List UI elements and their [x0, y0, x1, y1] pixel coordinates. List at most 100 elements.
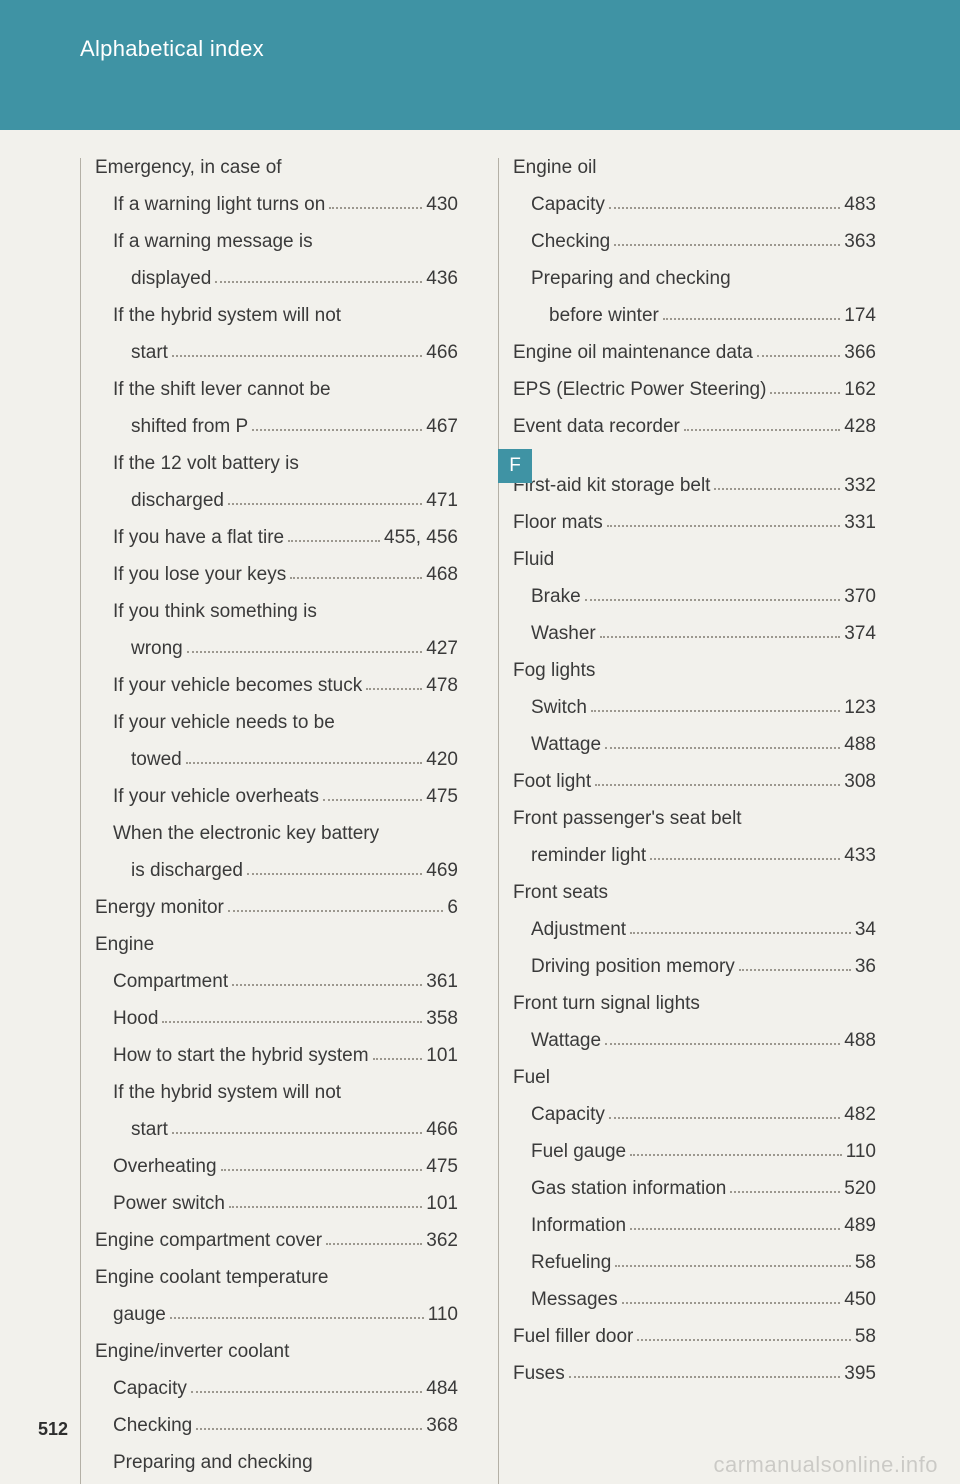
index-entry-page: 363 — [844, 232, 876, 251]
leader-dots — [221, 1169, 423, 1171]
index-entry-label: Floor mats — [513, 513, 603, 532]
index-entry[interactable]: start466 — [95, 1120, 458, 1157]
index-entry[interactable]: Refueling58 — [513, 1253, 876, 1290]
leader-dots — [366, 688, 422, 690]
index-entry-label: Event data recorder — [513, 417, 680, 436]
index-entry[interactable]: Fluid — [513, 550, 876, 587]
index-entry-label: start — [131, 343, 168, 362]
index-entry[interactable]: If the hybrid system will not — [95, 1083, 458, 1120]
index-entry-page: 308 — [844, 772, 876, 791]
index-entry[interactable]: Adjustment34 — [513, 920, 876, 957]
index-entry[interactable]: How to start the hybrid system101 — [95, 1046, 458, 1083]
index-entry[interactable]: If a warning light turns on430 — [95, 195, 458, 232]
index-entry[interactable]: discharged 471 — [95, 491, 458, 528]
index-entry[interactable]: If your vehicle becomes stuck478 — [95, 676, 458, 713]
index-entry[interactable]: towed420 — [95, 750, 458, 787]
index-entry[interactable]: If your vehicle needs to be — [95, 713, 458, 750]
index-entry[interactable]: Front seats — [513, 883, 876, 920]
index-entry-label: Information — [531, 1216, 626, 1235]
index-entry-label: Compartment — [113, 972, 228, 991]
index-entry[interactable]: Event data recorder428 — [513, 417, 876, 454]
index-entry[interactable]: If the shift lever cannot be — [95, 380, 458, 417]
index-entry-label: Checking — [113, 1416, 192, 1435]
index-entry-label: Engine compartment cover — [95, 1231, 322, 1250]
leader-dots — [739, 969, 851, 971]
index-entry[interactable]: Front passenger's seat belt — [513, 809, 876, 846]
index-entry-page: 488 — [844, 1031, 876, 1050]
index-entry[interactable]: Driving position memory36 — [513, 957, 876, 994]
index-entry-page: 368 — [426, 1416, 458, 1435]
index-entry[interactable]: Hood358 — [95, 1009, 458, 1046]
index-entry[interactable]: Overheating475 — [95, 1157, 458, 1194]
index-entry[interactable]: If the 12 volt battery is — [95, 454, 458, 491]
index-entry[interactable]: Preparing and checking — [95, 1453, 458, 1484]
index-entry[interactable]: displayed436 — [95, 269, 458, 306]
index-entry[interactable]: gauge110 — [95, 1305, 458, 1342]
index-entry-page: 358 — [426, 1009, 458, 1028]
index-entry[interactable]: reminder light433 — [513, 846, 876, 883]
index-entry[interactable]: Fuel filler door58 — [513, 1327, 876, 1364]
index-entry[interactable]: Engine oil maintenance data366 — [513, 343, 876, 380]
index-entry[interactable]: Engine coolant temperature — [95, 1268, 458, 1305]
index-entry-page: 374 — [844, 624, 876, 643]
index-entry[interactable]: EPS (Electric Power Steering)162 — [513, 380, 876, 417]
index-entry[interactable]: Brake370 — [513, 587, 876, 624]
index-entry-label: How to start the hybrid system — [113, 1046, 369, 1065]
index-entry-label: Capacity — [531, 195, 605, 214]
index-entry[interactable]: Engine — [95, 935, 458, 972]
section-spacer — [513, 454, 876, 476]
index-entry[interactable]: Compartment361 — [95, 972, 458, 1009]
index-entry[interactable]: Capacity482 — [513, 1105, 876, 1142]
leader-dots — [630, 932, 851, 934]
index-entry[interactable]: Fog lights — [513, 661, 876, 698]
index-entry[interactable]: If your vehicle overheats475 — [95, 787, 458, 824]
index-entry[interactable]: Checking 368 — [95, 1416, 458, 1453]
index-entry[interactable]: Switch123 — [513, 698, 876, 735]
index-entry[interactable]: Power switch101 — [95, 1194, 458, 1231]
index-entry[interactable]: If you have a flat tire455, 456 — [95, 528, 458, 565]
index-entry[interactable]: Capacity483 — [513, 195, 876, 232]
index-entry[interactable]: start466 — [95, 343, 458, 380]
index-entry[interactable]: First-aid kit storage belt332 — [513, 476, 876, 513]
index-entry[interactable]: Energy monitor6 — [95, 898, 458, 935]
index-entry[interactable]: Engine/inverter coolant — [95, 1342, 458, 1379]
index-entry[interactable]: before winter174 — [513, 306, 876, 343]
index-entry[interactable]: shifted from P467 — [95, 417, 458, 454]
leader-dots — [290, 577, 422, 579]
index-entry[interactable]: If the hybrid system will not — [95, 306, 458, 343]
index-entry[interactable]: Washer 374 — [513, 624, 876, 661]
index-entry[interactable]: Fuel gauge110 — [513, 1142, 876, 1179]
index-entry[interactable]: Wattage488 — [513, 735, 876, 772]
index-entry-page: 174 — [844, 306, 876, 325]
index-entry[interactable]: Checking363 — [513, 232, 876, 269]
index-entry[interactable]: Emergency, in case of — [95, 158, 458, 195]
index-entry[interactable]: Wattage488 — [513, 1031, 876, 1068]
index-entry-page: 484 — [426, 1379, 458, 1398]
index-entry[interactable]: Fuel — [513, 1068, 876, 1105]
leader-dots — [605, 1043, 840, 1045]
index-entry[interactable]: Front turn signal lights — [513, 994, 876, 1031]
index-entry[interactable]: Engine oil — [513, 158, 876, 195]
index-columns: Emergency, in case ofIf a warning light … — [80, 158, 900, 1484]
index-entry-label: Capacity — [113, 1379, 187, 1398]
index-entry[interactable]: If you lose your keys468 — [95, 565, 458, 602]
index-entry-label: Washer — [531, 624, 596, 643]
index-entry[interactable]: Capacity 484 — [95, 1379, 458, 1416]
index-entry[interactable]: Messages450 — [513, 1290, 876, 1327]
index-entry[interactable]: If a warning message is — [95, 232, 458, 269]
index-entry[interactable]: Gas station information520 — [513, 1179, 876, 1216]
index-entry[interactable]: Fuses395 — [513, 1364, 876, 1401]
leader-dots — [637, 1339, 850, 1341]
index-entry[interactable]: If you think something is — [95, 602, 458, 639]
index-entry[interactable]: Foot light308 — [513, 772, 876, 809]
index-entry[interactable]: When the electronic key battery — [95, 824, 458, 861]
index-entry[interactable]: wrong427 — [95, 639, 458, 676]
index-entry[interactable]: Information489 — [513, 1216, 876, 1253]
index-entry[interactable]: is discharged469 — [95, 861, 458, 898]
index-entry[interactable]: Preparing and checking — [513, 269, 876, 306]
index-entry[interactable]: Engine compartment cover362 — [95, 1231, 458, 1268]
index-entry[interactable]: Floor mats331 — [513, 513, 876, 550]
leader-dots — [162, 1021, 422, 1023]
leader-dots — [770, 392, 840, 394]
index-entry-page: 58 — [855, 1327, 876, 1346]
